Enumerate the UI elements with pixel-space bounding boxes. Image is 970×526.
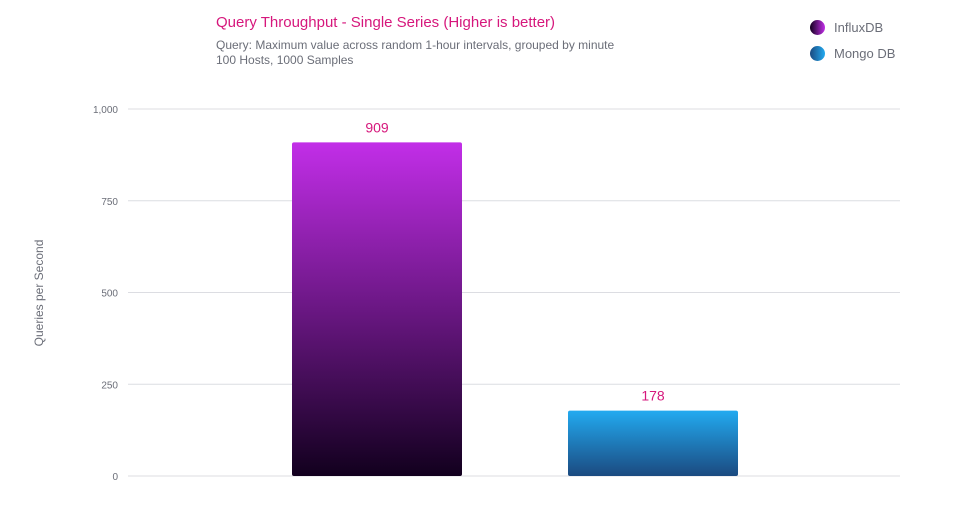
- data-label: 178: [641, 388, 665, 404]
- y-tick-label: 750: [101, 197, 118, 208]
- legend-label: Mongo DB: [834, 45, 896, 61]
- bar: [292, 142, 462, 476]
- legend: InfluxDB Mongo DB: [810, 14, 895, 66]
- subtitle-line: 100 Hosts, 1000 Samples: [216, 53, 354, 67]
- y-axis-label: Queries per Second: [32, 240, 46, 347]
- y-tick-label: 1,000: [93, 105, 118, 116]
- legend-label: InfluxDB: [834, 19, 884, 35]
- y-tick-label: 0: [112, 472, 118, 483]
- subtitle-line: Query: Maximum value across random 1-hou…: [216, 38, 615, 52]
- data-label: 909: [365, 119, 389, 135]
- legend-item: Mongo DB: [810, 40, 895, 66]
- y-tick-label: 500: [101, 289, 118, 300]
- chart-title: Query Throughput - Single Series (Higher…: [216, 14, 556, 31]
- legend-swatch: [810, 19, 825, 35]
- legend-item: InfluxDB: [810, 14, 895, 40]
- y-tick-label: 250: [101, 380, 118, 391]
- legend-swatch: [810, 45, 825, 61]
- chart-subtitle: Query: Maximum value across random 1-hou…: [216, 38, 614, 68]
- bar: [568, 410, 738, 476]
